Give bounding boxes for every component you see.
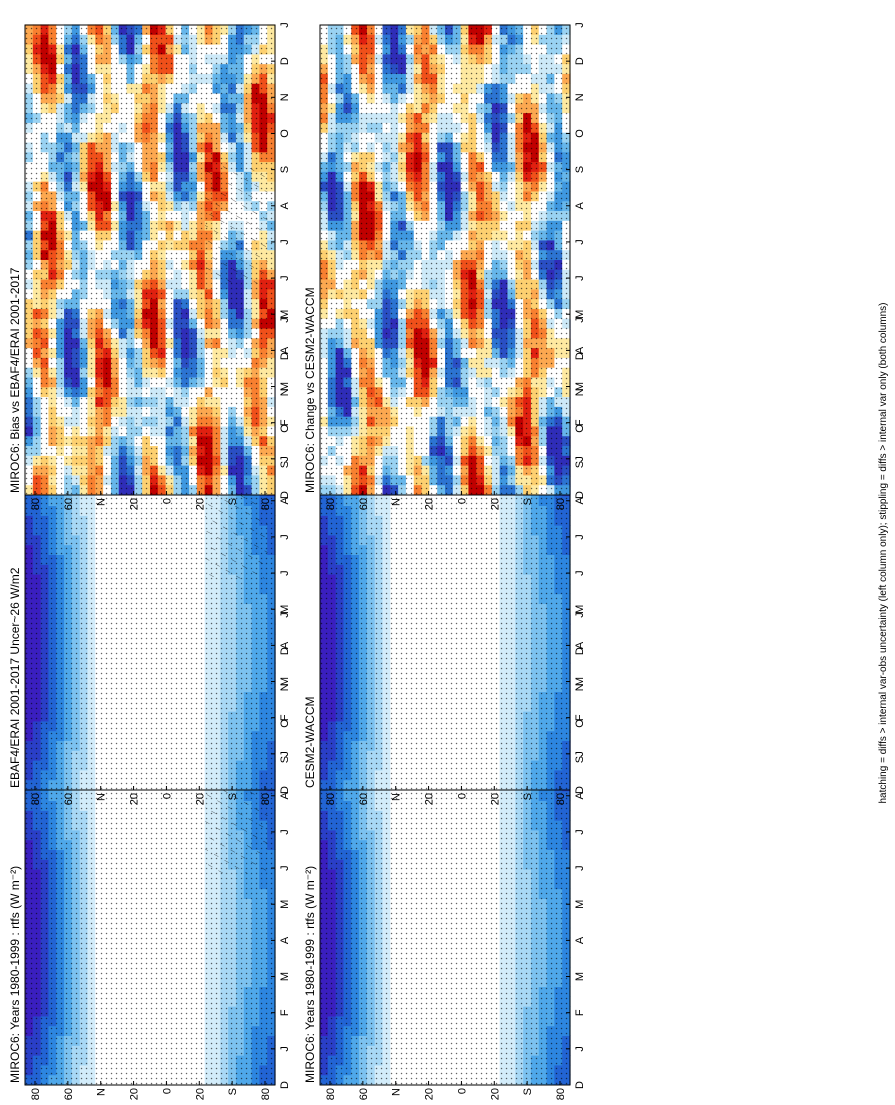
x-tick-label: J <box>574 1046 586 1052</box>
x-tick-label: J <box>574 865 586 871</box>
x-tick-label: J <box>279 612 291 618</box>
y-tick-label: N <box>391 1088 403 1096</box>
x-tick-label: S <box>279 756 291 763</box>
y-tick-label: 20 <box>129 1088 141 1100</box>
y-tick-label: 60 <box>63 1088 75 1100</box>
x-tick-label: J <box>279 865 291 871</box>
y-tick-label: S <box>227 793 239 800</box>
rotated-figure-group: MIROC6: Years 1980-1999 : rtfs (W m⁻²) D J… <box>8 22 889 1100</box>
x-tick-label: M <box>574 972 586 981</box>
y-tick-label: S <box>227 1088 239 1095</box>
y-tick-label: 0 <box>161 793 173 799</box>
y-tick-label: 20 <box>424 1088 436 1100</box>
x-tick-label: J <box>279 570 291 576</box>
y-tick-label: N <box>96 793 108 801</box>
x-tick-label: D <box>279 1081 291 1089</box>
y-tick-label: 20 <box>489 1088 501 1100</box>
y-tick-label: 80 <box>260 1088 272 1100</box>
x-tick-label: M <box>279 605 291 614</box>
y-tick-label: 80 <box>30 793 42 805</box>
x-tick-label: J <box>279 1046 291 1052</box>
y-tick-label: 80 <box>30 1088 42 1100</box>
x-tick-label: N <box>279 683 291 691</box>
panel-2: MIROC6: Years 1980-1999 : rtfs (W m⁻²) D J… <box>303 529 586 1100</box>
y-tick-label: 80 <box>555 1088 567 1100</box>
x-tick-label: D <box>574 1081 586 1089</box>
y-tick-label: 0 <box>456 1088 468 1094</box>
x-tick-label: A <box>279 641 291 649</box>
y-tick-label: 80 <box>325 1088 337 1100</box>
y-tick-label: N <box>96 1088 108 1096</box>
panel-title: MIROC6: Years 1980-1999 : rtfs (W m⁻²) <box>8 866 22 1083</box>
x-tick-label: M <box>279 900 291 909</box>
x-tick-label: M <box>279 677 291 686</box>
x-tick-label: A <box>574 936 586 944</box>
x-tick-label: M <box>574 900 586 909</box>
x-tick-label: F <box>279 1009 291 1016</box>
y-tick-label: 20 <box>194 793 206 805</box>
y-tick-label: 80 <box>260 793 272 805</box>
x-tick-label: A <box>279 936 291 944</box>
panel-title: MIROC6: Years 1980-1999 : rtfs (W m⁻²) <box>303 866 317 1083</box>
x-tick-label: J <box>279 534 291 540</box>
x-tick-label: D <box>279 786 291 794</box>
x-tick-label: F <box>279 714 291 721</box>
x-tick-label: J <box>279 751 291 757</box>
x-tick-label: J <box>279 829 291 835</box>
x-tick-label: J <box>574 829 586 835</box>
y-tick-label: 60 <box>63 793 75 805</box>
y-tick-label: S <box>522 1088 534 1095</box>
x-tick-label: D <box>279 647 291 655</box>
panel-title: EBAF4/ERAI 2001-2017 Uncer~26 W/m2 <box>8 567 22 788</box>
y-tick-label: 0 <box>161 1088 173 1094</box>
panels-layer: MIROC6: Years 1980-1999 : rtfs (W m⁻²) D J… <box>8 22 586 1100</box>
y-tick-label: 60 <box>358 1088 370 1100</box>
x-tick-label: M <box>279 972 291 981</box>
x-tick-label: O <box>279 719 291 728</box>
y-tick-label: 20 <box>129 793 141 805</box>
x-tick-label: F <box>574 1009 586 1016</box>
y-tick-label: 20 <box>194 1088 206 1100</box>
x-tick-label: A <box>279 791 291 799</box>
